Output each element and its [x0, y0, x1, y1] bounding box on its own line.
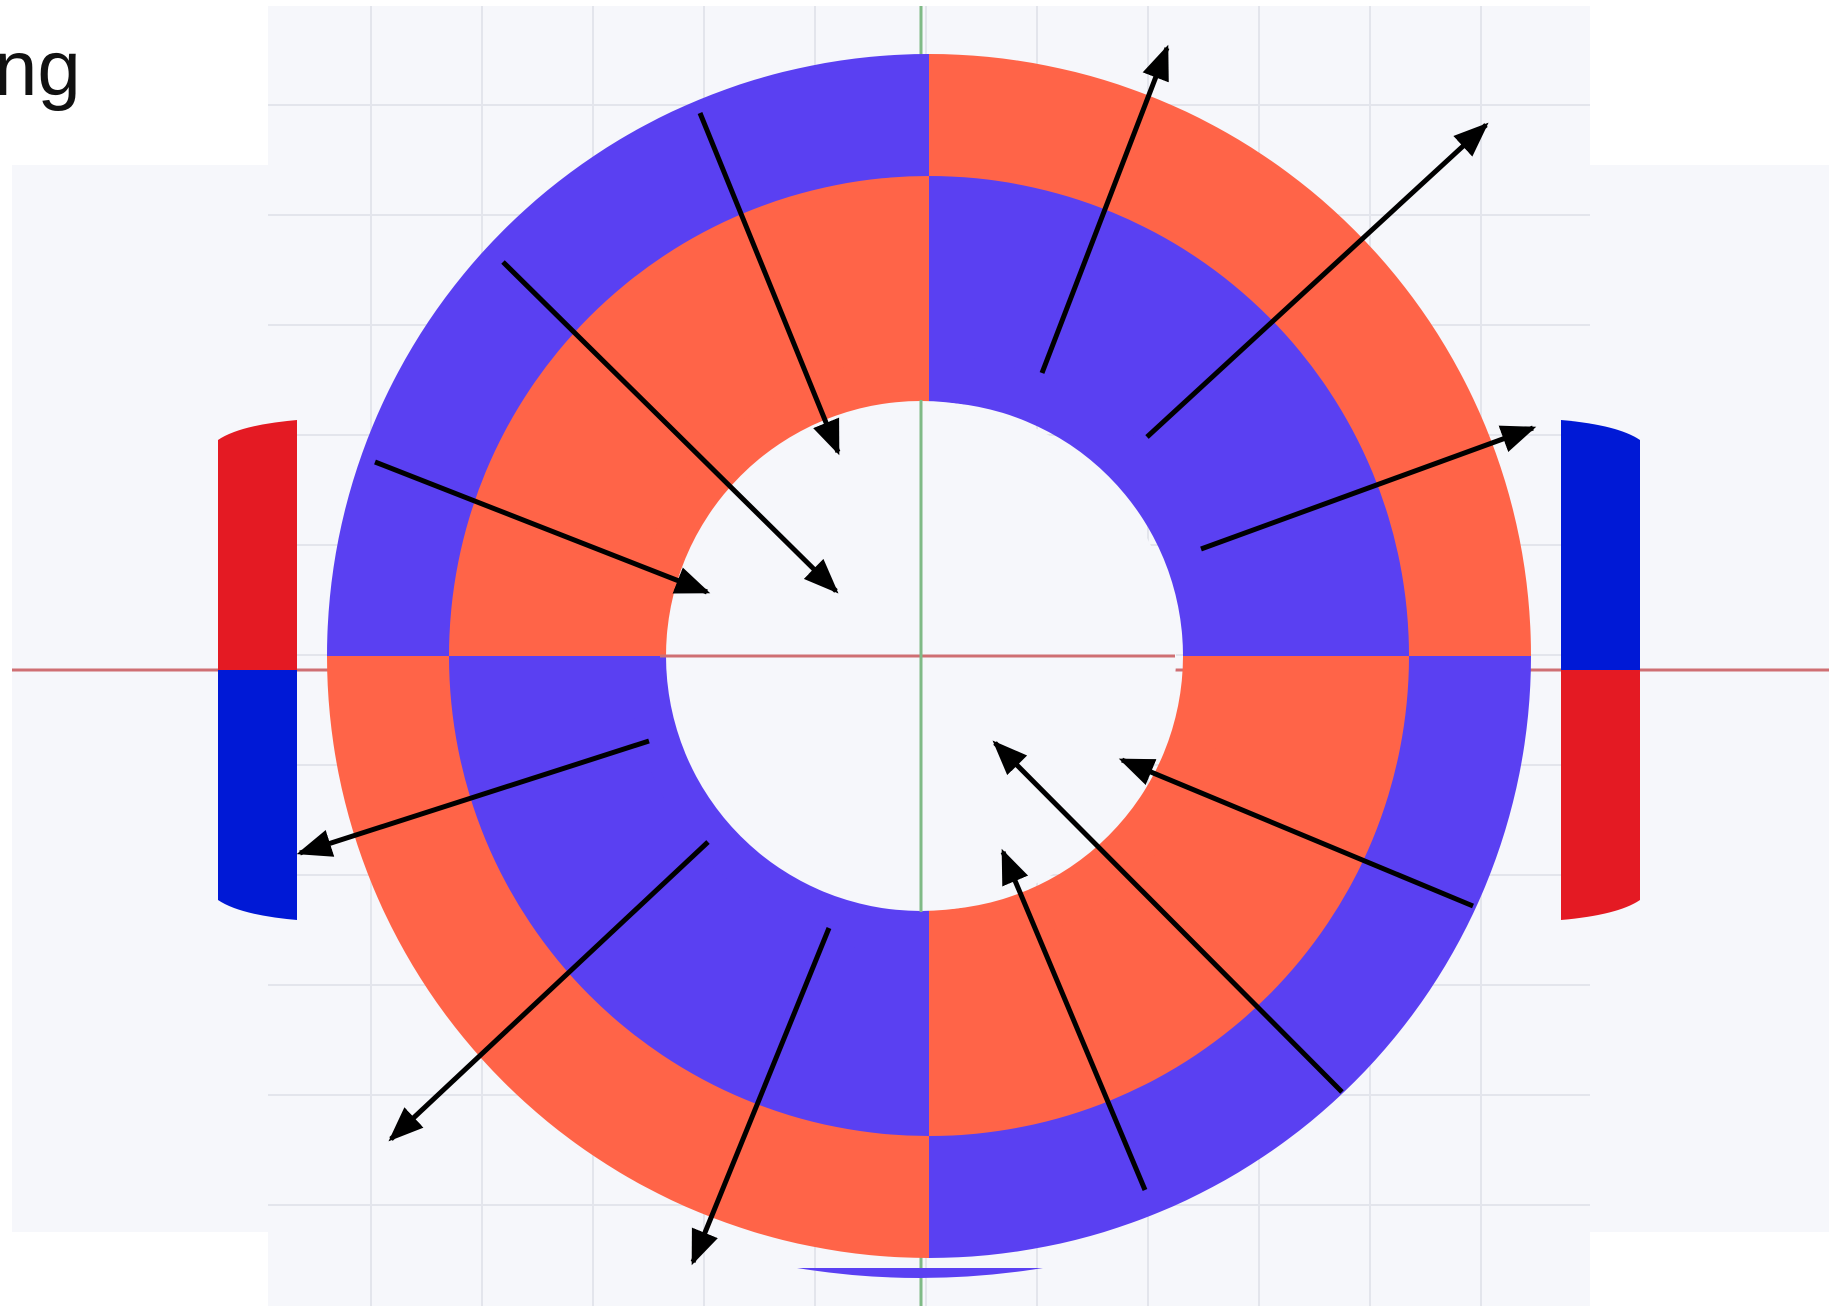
ring-assembly: [327, 54, 1531, 1258]
field-arrow: [690, 927, 832, 1266]
outer-ring-segment: [327, 656, 929, 1258]
left-magnet: [218, 420, 297, 920]
right-magnet-bottom-pole: [1561, 670, 1640, 920]
right-magnet: [1561, 420, 1640, 920]
right-magnet-top-pole: [1561, 420, 1640, 670]
middle-ring-segment: [449, 656, 929, 1136]
field-arrow: [296, 738, 650, 857]
left-magnet-top-pole: [218, 420, 297, 670]
field-arrow: [388, 840, 710, 1142]
middle-ring-segment: [929, 656, 1409, 1136]
field-arrow: [697, 112, 841, 456]
inner-ring-band: [628, 355, 929, 656]
field-arrow: [1200, 425, 1537, 552]
field-arrow: [992, 740, 1344, 1094]
inner-ring-band: [929, 355, 1230, 656]
field-arrow: [501, 260, 839, 594]
field-arrow: [1145, 122, 1489, 439]
inner-ring-band: [929, 656, 1230, 957]
corner-title-text: ng: [0, 24, 81, 112]
field-arrow: [1118, 757, 1474, 909]
field-arrow: [374, 459, 711, 595]
outer-ring-segment: [929, 54, 1531, 656]
field-arrows: [296, 44, 1537, 1266]
left-magnet-bottom-pole: [218, 670, 297, 920]
bottom-blue-cap: [797, 1268, 1043, 1278]
field-arrow: [1039, 44, 1170, 374]
outer-ring-segment: [929, 656, 1531, 1258]
outer-ring-segment: [327, 54, 929, 656]
field-arrow: [1000, 848, 1148, 1191]
inner-ring-band: [628, 656, 929, 957]
